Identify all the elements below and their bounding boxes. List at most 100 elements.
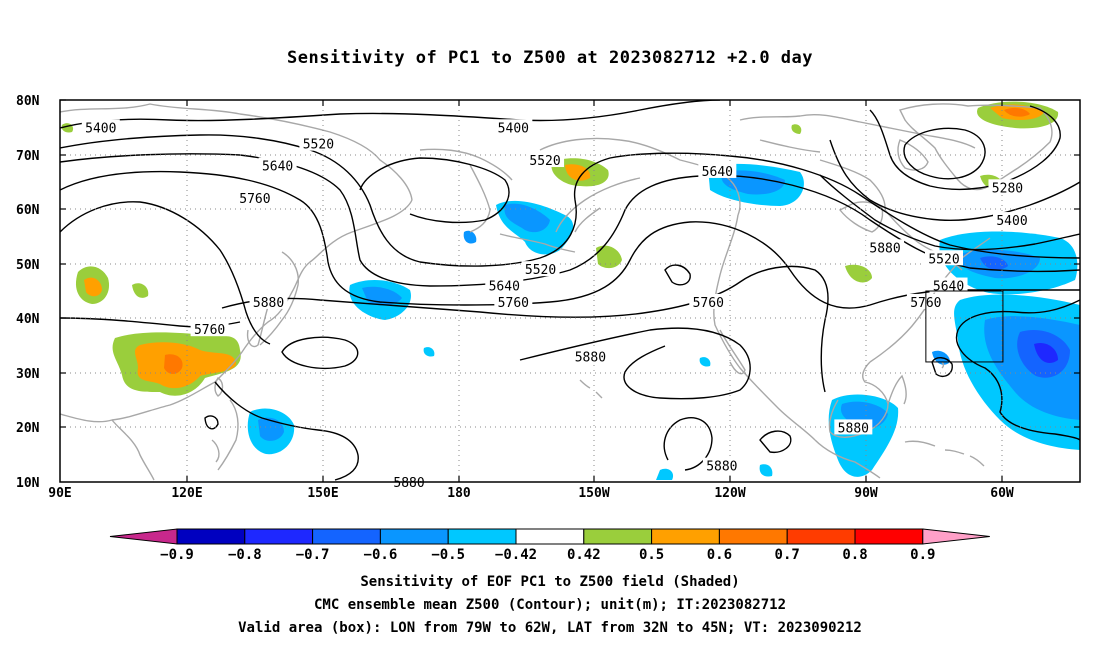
colorbar-label: 0.7: [775, 547, 800, 563]
colorbar-label: −0.9: [160, 547, 194, 563]
contour-label-bg: [929, 277, 968, 293]
lon-label: 90W: [854, 486, 878, 501]
negative-patch-small-1: [463, 230, 477, 244]
lon-label: 150W: [578, 486, 609, 501]
contour-label-bg: [689, 293, 728, 309]
colorbar-label: −0.42: [495, 547, 537, 563]
lon-label: 120W: [714, 486, 745, 501]
coast-hudson-bay: [838, 201, 884, 233]
contour-label-bg: [494, 293, 533, 309]
contour-label: 5880: [706, 460, 737, 475]
colorbar-swatch: [854, 528, 924, 545]
contour-label-bg: [494, 119, 533, 135]
contour-label: 5280: [992, 181, 1023, 196]
negative-patch-philippines-core: [258, 417, 284, 441]
coast-baffin-island: [897, 139, 929, 171]
contour-label-bg: [485, 277, 524, 293]
contour-label: 5520: [928, 252, 959, 267]
lat-label: 10N: [16, 476, 40, 491]
contour-label-bg: [258, 157, 297, 173]
coast-north-america-west: [713, 214, 816, 441]
positive-patch-mongolia-core: [84, 277, 102, 297]
lon-label: 90E: [48, 486, 71, 501]
contour-5880-asia-south: [214, 381, 359, 481]
positive-patch-china-core: [134, 342, 237, 389]
positive-patch-alaska: [596, 245, 622, 269]
contour-label: 5640: [262, 159, 293, 174]
contour-5400-atlantic: [829, 139, 1080, 222]
negative-patch-small-2: [423, 347, 435, 357]
contour-label-bg: [190, 321, 229, 337]
colorbar-label: −0.8: [228, 547, 262, 563]
colorbar-label: 0.42: [567, 547, 601, 563]
coast-japan: [259, 251, 299, 346]
map-title: Sensitivity of PC1 to Z500 at 2023082712…: [286, 48, 813, 68]
colorbar-swatch: [786, 528, 856, 545]
contour-label: 5400: [85, 121, 116, 136]
lat-label: 40N: [16, 312, 40, 327]
caption-shading: Sensitivity of EOF PC1 to Z500 field (Sh…: [360, 574, 740, 590]
axis-ticks: [60, 99, 1080, 482]
negative-patch-bering-core: [504, 203, 550, 233]
z500-contours: [60, 100, 1080, 481]
coast-east-asia: [60, 199, 413, 423]
contour-label: 5520: [525, 263, 556, 278]
contour-label: 5760: [194, 323, 225, 338]
contour-label: 5760: [239, 192, 270, 207]
lat-label: 70N: [16, 149, 40, 164]
contour-5520-low: [359, 157, 510, 224]
contour-label-bg: [571, 348, 610, 364]
coast-aleutians: [499, 233, 576, 253]
contour-5880-small-4: [204, 415, 219, 430]
coast-central-america: [814, 439, 881, 479]
colorbar-swatch: [651, 528, 720, 545]
colorbar-swatch: [718, 528, 788, 545]
coast-philippines: [211, 399, 239, 471]
contour-5520-atlantic: [819, 174, 1080, 251]
contour-label-bg: [834, 419, 873, 435]
negative-patch-small-5: [759, 464, 773, 477]
lat-label: 30N: [16, 367, 40, 382]
lon-label: 60W: [990, 486, 1014, 501]
coast-florida: [887, 374, 907, 405]
negative-patch-small-4: [656, 468, 674, 480]
colorbar-label: 0.6: [707, 547, 732, 563]
contour-5880-low-1: [281, 336, 359, 369]
colorbar-swatch: [515, 528, 585, 545]
lon-label: 120E: [171, 486, 202, 501]
coastlines: [60, 103, 1053, 481]
lat-label: 20N: [16, 421, 40, 436]
colorbar-label: −0.5: [431, 547, 465, 563]
coast-bermuda: [941, 361, 945, 369]
coast-korea: [246, 299, 271, 348]
colorbar-label: 0.8: [842, 547, 867, 563]
contour-5760-lobe-west: [60, 201, 271, 345]
negative-patch-atlantic-south-max: [1034, 342, 1058, 363]
lon-label: 150E: [307, 486, 338, 501]
lat-label: 60N: [16, 203, 40, 218]
coast-baja: [719, 329, 746, 375]
colorbar: [109, 528, 990, 545]
positive-patch-labrador: [845, 264, 872, 283]
coast-gulf-mexico: [828, 361, 889, 438]
contour-label: 5640: [489, 280, 520, 295]
contour-label-bg: [521, 261, 560, 277]
contour-5880-small-1: [664, 264, 691, 286]
contour-label: 5880: [869, 241, 900, 256]
positive-patch-greenland-peak: [1004, 107, 1030, 117]
positive-patch-china-peak: [164, 354, 183, 374]
positive-patch-small-1: [132, 283, 149, 298]
colorbar-swatch: [244, 528, 314, 545]
contour-5880-atlantic: [955, 299, 1080, 441]
longitude-labels: 90E 120E 150E 180 150W 120W 90W 60W: [48, 486, 1014, 501]
map-gridlines: [60, 100, 1080, 482]
contour-5880-small-3: [759, 430, 792, 453]
contour-label-bg: [866, 239, 905, 255]
contour-label-bg: [299, 135, 338, 151]
colorbar-swatch: [312, 528, 381, 545]
contour-5400-east: [869, 105, 1061, 191]
colorbar-swatch: [379, 528, 449, 545]
colorbar-swatch: [176, 528, 246, 545]
colorbar-low-triangle: [109, 528, 178, 545]
